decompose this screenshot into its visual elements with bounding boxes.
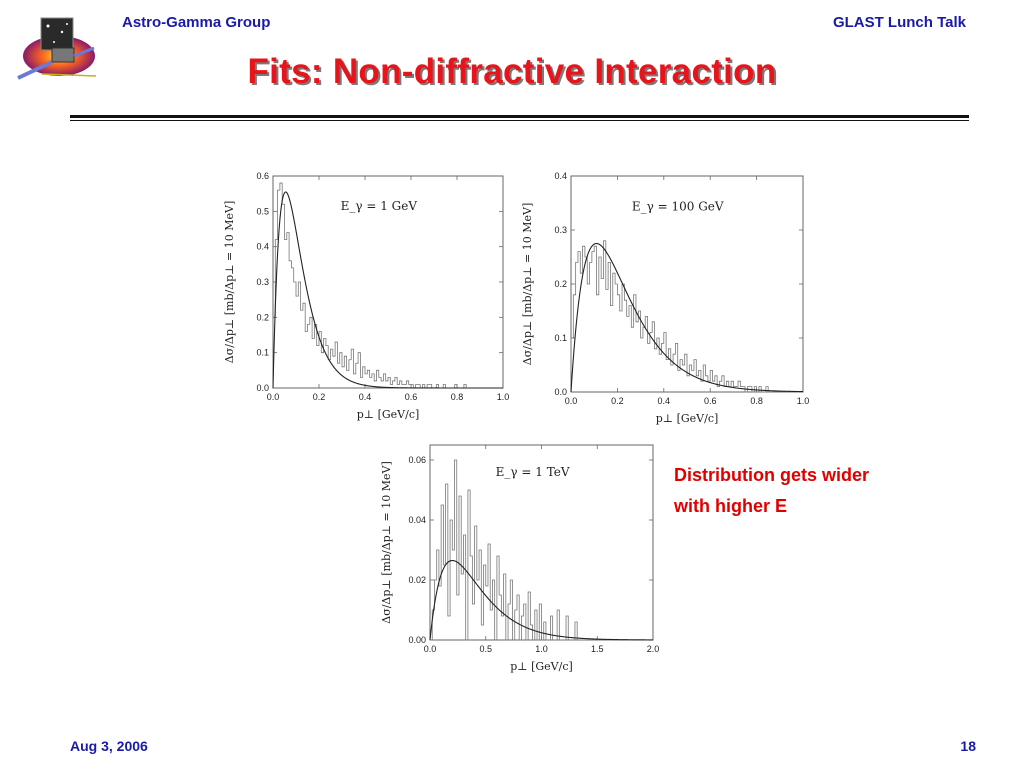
note-line-1: Distribution gets wider bbox=[674, 465, 870, 485]
energy-annotation: E_γ = 1 TeV bbox=[496, 465, 570, 479]
x-tick-label: 0.6 bbox=[704, 396, 717, 406]
x-tick-label: 0.2 bbox=[611, 396, 624, 406]
y-tick-label: 0.4 bbox=[256, 242, 269, 252]
y-tick-label: 0.5 bbox=[256, 206, 269, 216]
x-tick-label: 0.4 bbox=[658, 396, 671, 406]
y-axis-label: Δσ/Δp⊥ [mb/Δp⊥ = 10 MeV] bbox=[223, 201, 236, 364]
title-rule-thin bbox=[70, 120, 969, 121]
slide-title: Fits: Non-diffractive Interaction bbox=[247, 52, 777, 91]
y-tick-label: 0.0 bbox=[554, 387, 567, 397]
energy-annotation: E_γ = 1 GeV bbox=[341, 199, 418, 213]
glast-logo bbox=[12, 12, 98, 93]
y-tick-label: 0.1 bbox=[256, 348, 269, 358]
x-tick-label: 0.8 bbox=[451, 392, 464, 402]
x-tick-label: 0.0 bbox=[424, 644, 437, 654]
y-axis-label: Δσ/Δp⊥ [mb/Δp⊥ = 10 MeV] bbox=[380, 461, 393, 624]
x-tick-label: 1.0 bbox=[535, 644, 548, 654]
x-tick-label: 1.5 bbox=[591, 644, 604, 654]
annotation-note: Distribution gets wider with higher E bbox=[674, 460, 954, 522]
x-tick-label: 2.0 bbox=[647, 644, 660, 654]
y-tick-label: 0.0 bbox=[256, 383, 269, 393]
x-tick-label: 0.6 bbox=[405, 392, 418, 402]
y-tick-label: 0.04 bbox=[408, 515, 426, 525]
chart-100gev: 0.0 0.2 0.4 0.6 0.8 1.0 0.0 0.1 0.2 0.3 0.4 p⊥ [GeV… bbox=[521, 171, 810, 425]
fit-curve bbox=[272, 191, 503, 389]
footer-date: Aug 3, 2006 bbox=[70, 738, 148, 754]
fit-curve bbox=[429, 559, 653, 641]
x-tick-label: 1.0 bbox=[497, 392, 510, 402]
x-tick-label: 0.0 bbox=[565, 396, 578, 406]
x-axis-label: p⊥ [GeV/c] bbox=[357, 408, 420, 421]
fit-curve bbox=[570, 242, 804, 393]
y-tick-label: 0.4 bbox=[554, 171, 567, 181]
y-tick-label: 0.00 bbox=[408, 635, 426, 645]
x-tick-label: 0.4 bbox=[359, 392, 372, 402]
x-tick-label: 0.8 bbox=[750, 396, 763, 406]
title-rule bbox=[70, 115, 969, 118]
histogram-series bbox=[430, 459, 653, 641]
x-tick-label: 1.0 bbox=[797, 396, 810, 406]
page-number: 18 bbox=[960, 738, 976, 754]
histogram-series bbox=[570, 240, 803, 393]
y-tick-label: 0.1 bbox=[554, 333, 567, 343]
x-axis-label: p⊥ [GeV/c] bbox=[656, 412, 719, 425]
y-tick-label: 0.3 bbox=[256, 277, 269, 287]
histogram-series bbox=[272, 182, 503, 389]
y-tick-label: 0.6 bbox=[256, 171, 269, 181]
y-tick-label: 0.3 bbox=[554, 225, 567, 235]
chart-1gev: 0.0 0.2 0.4 0.6 0.8 1.0 0.0 0.1 0.2 0.3 0.4 0.5 0.6 p… bbox=[223, 171, 510, 421]
note-line-2: with higher E bbox=[674, 496, 788, 516]
y-axis-label: Δσ/Δp⊥ [mb/Δp⊥ = 10 MeV] bbox=[521, 203, 534, 366]
y-tick-label: 0.2 bbox=[554, 279, 567, 289]
talk-name: GLAST Lunch Talk bbox=[832, 14, 966, 31]
x-tick-label: 0.0 bbox=[267, 392, 280, 402]
y-tick-label: 0.2 bbox=[256, 312, 269, 322]
y-tick-label: 0.02 bbox=[408, 575, 426, 585]
x-tick-label: 0.5 bbox=[479, 644, 492, 654]
group-name: Astro-Gamma Group bbox=[122, 14, 271, 31]
x-tick-label: 0.2 bbox=[313, 392, 326, 402]
chart-1tev: 0.0 0.5 1.0 1.5 2.0 0.00 0.02 0.04 0.06 p⊥ [GeV/c… bbox=[380, 444, 660, 673]
x-axis-label: p⊥ [GeV/c] bbox=[510, 660, 573, 673]
energy-annotation: E_γ = 100 GeV bbox=[632, 200, 724, 214]
y-tick-label: 0.06 bbox=[408, 455, 426, 465]
